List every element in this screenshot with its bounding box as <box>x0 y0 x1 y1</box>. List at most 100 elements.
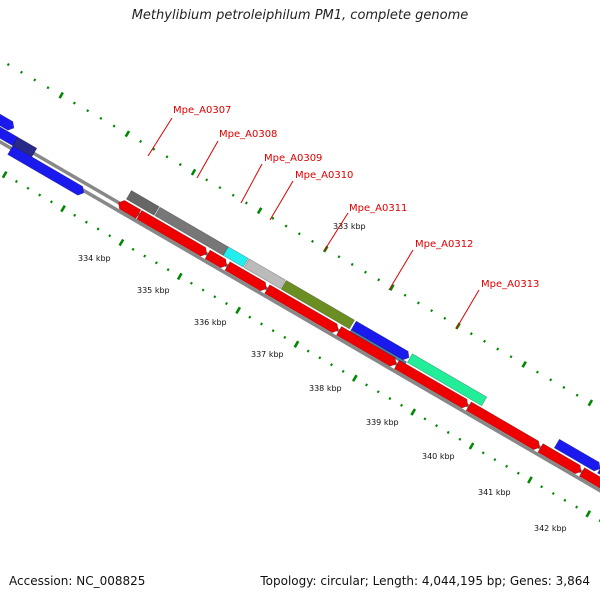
outer-tick <box>416 301 420 305</box>
inner-tick <box>213 295 217 299</box>
outer-tick <box>549 378 553 382</box>
outer-tick <box>469 332 473 336</box>
outer-tick <box>350 262 354 266</box>
outer-tick <box>205 178 209 182</box>
gene-mpe-a0313 <box>406 353 488 407</box>
gene-mpe-a0310 <box>243 258 286 290</box>
inner-tick <box>435 424 439 428</box>
outer-tick <box>389 284 395 291</box>
gene-mpe-a0309 <box>222 246 249 268</box>
inner-tick <box>481 451 485 455</box>
inner-tick <box>563 498 567 502</box>
map-title: Methylibium petroleiphilum PM1, complete… <box>131 8 469 23</box>
inner-tick <box>527 476 533 484</box>
gene-label-leader <box>269 180 294 221</box>
outer-tick <box>535 370 539 374</box>
inner-tick <box>38 193 42 197</box>
outer-tick <box>509 355 513 359</box>
inner-tick <box>365 383 368 387</box>
gene-label: Mpe_A0307 <box>173 105 231 116</box>
inner-tick <box>516 471 520 475</box>
inner-tick <box>341 369 345 373</box>
outer-tick <box>587 399 594 407</box>
forward-gene <box>0 113 15 131</box>
inner-tick <box>189 281 193 285</box>
inner-tick <box>575 505 579 509</box>
inner-tick <box>14 179 18 183</box>
outer-tick <box>521 360 527 368</box>
outer-tick <box>112 124 116 128</box>
inner-tick <box>306 349 310 353</box>
outer-tick <box>430 309 434 313</box>
inner-tick <box>400 403 403 407</box>
inner-tick <box>118 238 125 247</box>
gene-label: Mpe_A0312 <box>415 239 473 250</box>
reverse-gene <box>136 209 208 257</box>
forward-gene <box>553 438 600 472</box>
gene-label: Mpe_A0310 <box>295 170 353 181</box>
inner-tick <box>283 335 287 339</box>
reverse-gene <box>224 261 267 292</box>
scale-label: 339 kbp <box>366 418 399 427</box>
tick-layer <box>1 63 600 523</box>
outer-tick <box>443 316 447 320</box>
outer-tick <box>6 63 10 67</box>
genome-info-text: Topology: circular; Length: 4,044,195 bp… <box>260 574 590 588</box>
scale-label: 340 kbp <box>422 452 455 461</box>
scale-label: 333 kbp <box>333 222 366 231</box>
outer-tick <box>218 186 222 190</box>
scale-label: 335 kbp <box>137 286 170 295</box>
scale-label: 334 kbp <box>78 254 111 263</box>
inner-tick <box>108 234 112 238</box>
reverse-gene <box>336 326 397 367</box>
outer-tick <box>178 163 182 167</box>
inner-tick <box>235 306 242 315</box>
scale-label: 341 kbp <box>478 488 511 497</box>
inner-tick <box>201 288 205 292</box>
outer-tick <box>99 116 103 120</box>
scale-label: 338 kbp <box>309 384 342 393</box>
outer-tick <box>496 347 500 351</box>
inner-tick <box>176 272 183 281</box>
outer-tick <box>165 155 169 159</box>
inner-tick <box>96 227 100 231</box>
outer-tick <box>152 147 156 151</box>
outer-tick <box>403 293 407 297</box>
forward-gene <box>7 145 85 196</box>
forward-gene <box>597 468 600 475</box>
gene-label-leader <box>147 117 173 157</box>
outer-tick <box>46 86 50 90</box>
inner-tick <box>330 363 333 367</box>
reverse-gene <box>118 200 142 220</box>
inner-tick <box>166 268 170 272</box>
reverse-gene <box>393 359 469 409</box>
inner-tick <box>60 204 66 213</box>
inner-tick <box>293 340 300 348</box>
outer-tick <box>190 168 197 176</box>
gene-mpe-a0307 <box>125 190 160 216</box>
inner-tick <box>493 458 497 462</box>
outer-tick <box>311 239 314 243</box>
reverse-gene <box>578 467 600 489</box>
outer-tick <box>20 70 23 74</box>
inner-tick <box>224 301 228 306</box>
inner-tick <box>585 510 592 518</box>
inner-tick <box>468 442 475 450</box>
outer-tick <box>284 224 288 228</box>
outer-tick <box>337 255 341 259</box>
inner-tick <box>26 186 30 190</box>
inner-tick <box>458 437 462 441</box>
outer-tick <box>575 393 579 397</box>
gene-label-layer: Mpe_A0307 Mpe_A0308 Mpe_A0309 Mpe_A0310 Mpe_… <box>147 105 539 330</box>
outer-tick <box>297 232 301 236</box>
inner-tick <box>73 213 77 217</box>
outer-tick <box>231 193 235 197</box>
outer-tick <box>562 385 566 389</box>
gene-label: Mpe_A0308 <box>219 129 277 140</box>
reverse-gene <box>264 284 339 333</box>
inner-tick <box>318 356 322 360</box>
gene-label-leader <box>455 289 480 330</box>
inner-tick <box>540 485 544 489</box>
gene-label-leader <box>323 212 349 252</box>
